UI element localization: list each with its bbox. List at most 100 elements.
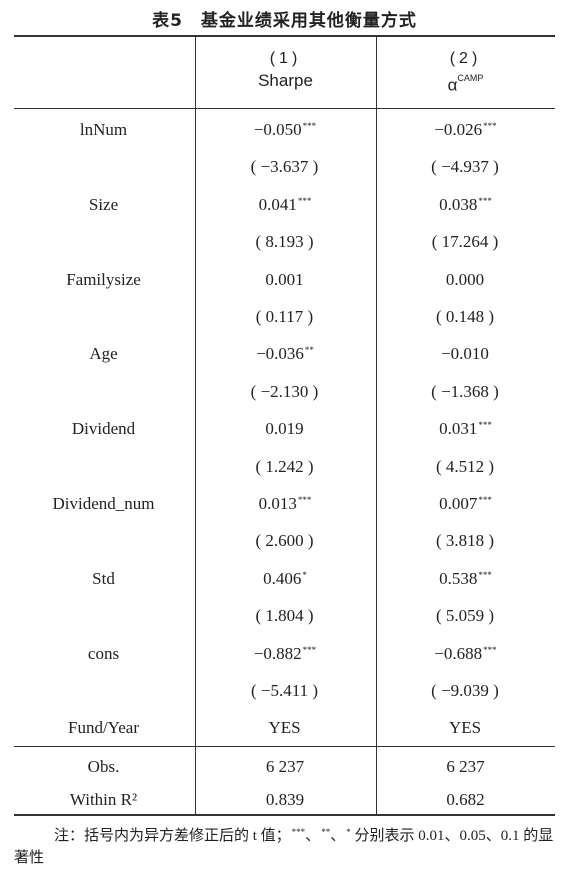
column-2-label: α [447, 75, 458, 95]
alpha-number: ( 5.059 ) [435, 606, 495, 626]
sharpe-number: ( −5.411 ) [250, 681, 319, 700]
sharpe-value: −0.050*** [195, 111, 375, 148]
sharpe-value: 0.001 [195, 261, 375, 298]
column-1-number: (1) [269, 50, 302, 67]
note-prefix: 注：括号内为异方差修正后的 t 值； [54, 828, 291, 844]
row-label: lnNum [79, 120, 128, 139]
alpha-value: ( −1.368 ) [376, 373, 555, 410]
sharpe-number: ( 8.193 ) [255, 232, 314, 252]
table-title: 表5 基金业绩采用其他衡量方式 [152, 11, 417, 31]
table-row: Dividend 0.019 0.031*** [14, 410, 555, 447]
alpha-number: 0.038 [439, 194, 478, 214]
table-row: ( 2.600 ) ( 3.818 ) [14, 522, 555, 559]
sharpe-value: YES [195, 709, 375, 746]
sharpe-number: ( 0.117 ) [255, 307, 314, 326]
alpha-value: ( 3.818 ) [376, 522, 555, 559]
note-marker-3: * [346, 827, 351, 837]
stat-label: Obs. [87, 757, 120, 776]
table-row: ( −5.411 ) ( −9.039 ) [14, 672, 555, 709]
alpha-number: ( 0.148 ) [435, 307, 495, 326]
note-marker-2: ** [321, 827, 331, 837]
alpha-number: 0.031 [439, 419, 478, 439]
table-row: ( 1.804 ) ( 5.059 ) [14, 597, 555, 634]
row-label: Familysize [66, 269, 141, 289]
sharpe-value: 0.019 [195, 410, 375, 447]
table-row: Std 0.406* 0.538*** [14, 560, 555, 597]
table-row: Familysize 0.001 0.000 [14, 261, 555, 298]
sharpe-number: −0.036 [256, 344, 304, 364]
alpha-significance: *** [478, 195, 492, 206]
sharpe-value: ( 2.600 ) [195, 522, 375, 559]
row-label: Dividend [71, 419, 136, 439]
column-1-label: Sharpe [258, 71, 313, 90]
stat-label: Within R² [69, 790, 138, 809]
sharpe-number: ( −2.130 ) [250, 381, 319, 401]
alpha-value: ( 4.512 ) [376, 448, 555, 485]
alpha-significance: *** [478, 420, 492, 431]
alpha-value: 0.538*** [376, 560, 555, 597]
alpha-significance: *** [478, 569, 492, 580]
sharpe-value: ( −5.411 ) [195, 672, 375, 709]
stats-row: Within R² 0.839 0.682 [14, 781, 555, 818]
table-row: Size 0.041*** 0.038*** [14, 186, 555, 223]
row-label: Std [92, 568, 115, 588]
row-label: Size [88, 194, 119, 214]
alpha-value: YES [376, 709, 555, 746]
alpha-number: ( −9.039 ) [431, 681, 499, 700]
alpha-number: −0.010 [441, 344, 489, 364]
bottom-rule [14, 814, 555, 816]
alpha-value: −0.010 [376, 335, 555, 372]
row-label: Dividend_num [52, 494, 155, 513]
sharpe-value: 0.013*** [195, 485, 375, 522]
alpha-value: 0.000 [376, 261, 555, 298]
table-row: lnNum −0.050*** −0.026*** [14, 111, 555, 148]
alpha-number: 0.538 [439, 568, 478, 588]
sharpe-number: ( 2.600 ) [255, 531, 314, 551]
sharpe-number: ( −3.637 ) [250, 157, 319, 177]
sharpe-significance: * [302, 569, 307, 580]
row-label [14, 672, 193, 709]
note-suffix: 分别表示 0.01、0.05、0.1 的显著性 [14, 828, 554, 866]
column-divider-1 [195, 36, 196, 814]
sharpe-value: −0.882*** [195, 635, 375, 672]
alpha-value: −0.688*** [376, 635, 555, 672]
alpha-value: ( 5.059 ) [376, 597, 555, 634]
stat-sharpe: 0.839 [265, 790, 305, 809]
stat-alpha: 6 237 [446, 757, 485, 776]
alpha-significance: *** [483, 644, 497, 655]
sharpe-number: 0.019 [265, 419, 304, 439]
alpha-number: ( −1.368 ) [431, 381, 499, 401]
table-row: ( −3.637 ) ( −4.937 ) [14, 148, 555, 185]
table-row: Age −0.036** −0.010 [14, 335, 555, 372]
sharpe-value: ( −2.130 ) [195, 373, 375, 410]
alpha-number: −0.688 [434, 643, 483, 663]
sharpe-number: −0.050 [253, 120, 302, 139]
sharpe-number: 0.001 [265, 269, 304, 289]
sharpe-number: ( 1.804 ) [255, 606, 314, 626]
alpha-number: 0.007 [439, 494, 478, 513]
sharpe-number: ( 1.242 ) [255, 456, 314, 476]
row-label [14, 298, 193, 335]
sharpe-value: ( −3.637 ) [195, 148, 375, 185]
row-label: Age [89, 344, 118, 364]
row-label [14, 448, 193, 485]
table-row: cons −0.882*** −0.688*** [14, 635, 555, 672]
sharpe-value: ( 8.193 ) [195, 223, 375, 260]
sharpe-value: ( 0.117 ) [195, 298, 375, 335]
note-marker-1: *** [291, 827, 306, 837]
row-label [14, 373, 193, 410]
sharpe-number: YES [268, 718, 301, 738]
top-rule [14, 35, 555, 37]
sharpe-number: 0.406 [263, 568, 302, 588]
sharpe-value: ( 1.242 ) [195, 448, 375, 485]
column-2-number: (2) [449, 50, 482, 67]
column-divider-2 [376, 36, 377, 814]
column-2-superscript: CAMP [457, 73, 484, 83]
sharpe-significance: ** [304, 345, 314, 356]
header-rule [14, 108, 555, 109]
alpha-significance: *** [478, 495, 492, 505]
sharpe-value: ( 1.804 ) [195, 597, 375, 634]
sharpe-number: −0.882 [253, 643, 302, 663]
sharpe-number: 0.041 [258, 194, 297, 214]
alpha-value: ( −4.937 ) [376, 148, 555, 185]
